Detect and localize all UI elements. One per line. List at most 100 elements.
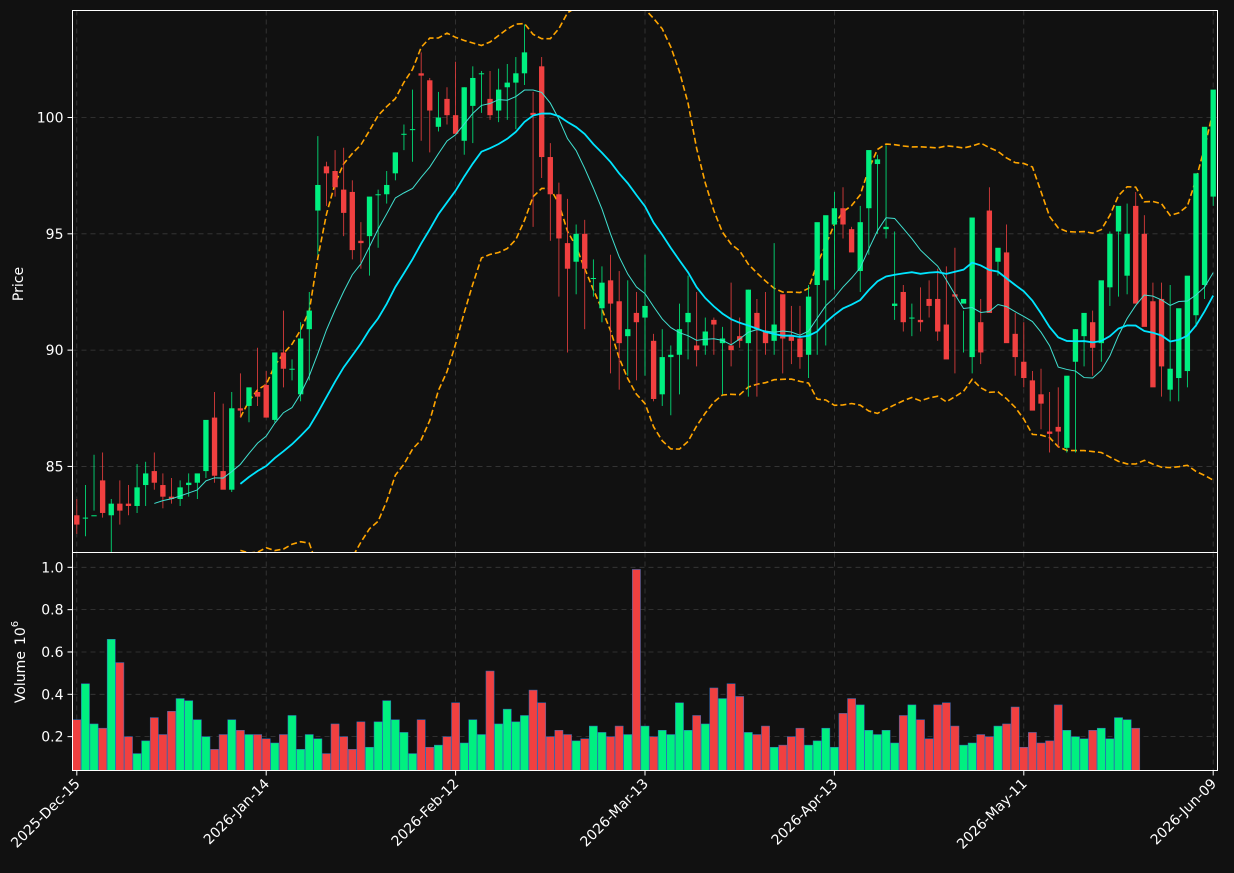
candle-body [1133, 205, 1139, 304]
candle-body [909, 317, 915, 319]
volume-bar [201, 736, 211, 771]
candle-body [866, 150, 872, 209]
candle-body [143, 473, 149, 486]
candle-body [358, 240, 364, 244]
volume-bar [1062, 730, 1072, 771]
candle-body [668, 354, 674, 358]
price-tick-label: 85 [46, 459, 64, 475]
candle-body [1055, 426, 1061, 432]
volume-bar [959, 744, 968, 771]
candle-body [384, 184, 390, 195]
volume-bar [244, 734, 254, 771]
volume-axis-label: Volume 106 [10, 621, 29, 703]
candle-body [186, 482, 192, 486]
candle-body [1038, 394, 1044, 404]
candle-body [762, 331, 769, 344]
volume-bar [985, 736, 994, 771]
volume-bar [821, 727, 831, 771]
volume-bar [253, 734, 262, 771]
candle-body [547, 157, 553, 195]
candle-body [409, 129, 416, 131]
candle-body [392, 152, 399, 174]
volume-bar [304, 734, 314, 771]
volume-bar [1096, 727, 1106, 771]
volume-bar [451, 702, 460, 771]
volume-bar [227, 719, 237, 771]
candle-body [487, 98, 493, 116]
candle-body [1141, 233, 1147, 327]
volume-bar [106, 639, 116, 771]
candle-body [315, 184, 321, 211]
volume-bar [898, 715, 908, 771]
candle-body [754, 312, 760, 330]
candle-body [823, 215, 829, 281]
candle-body [254, 391, 261, 397]
candle-body [1064, 375, 1070, 448]
volume-bar [279, 734, 288, 771]
candle-body [504, 82, 510, 88]
candle-body [814, 222, 820, 285]
volume-bar [640, 725, 650, 771]
price-tick-label: 95 [46, 227, 64, 243]
volume-bar [382, 700, 392, 771]
volume-bar [606, 736, 615, 771]
volume-bar [545, 736, 555, 771]
candle-body [745, 289, 751, 344]
candle-body [117, 503, 123, 511]
candle-body [375, 194, 381, 196]
volume-bar [1122, 719, 1132, 771]
volume-bar [184, 700, 194, 771]
candle-body [263, 385, 269, 418]
volume-bar [554, 730, 564, 771]
volume-bar [1105, 738, 1115, 771]
volume-bar [459, 742, 469, 771]
volume-bar [408, 753, 417, 771]
volume-bar [416, 719, 426, 771]
volume-bar [158, 734, 168, 771]
volume-bar [89, 723, 99, 771]
candle-body [521, 52, 528, 74]
candle-body [280, 352, 287, 369]
volume-bar [597, 732, 607, 771]
volume-bar [296, 749, 305, 771]
volume-bar [916, 719, 925, 771]
volume-bar [873, 734, 882, 771]
candle-body [788, 336, 795, 341]
candle-body [452, 115, 459, 134]
price-axis-label: Price [11, 267, 27, 301]
candle-body [685, 312, 691, 323]
candle-body [160, 485, 166, 497]
candle-body [108, 503, 114, 516]
volume-bar [700, 723, 710, 771]
candle-body [297, 338, 304, 395]
candle-body [229, 408, 235, 490]
candle-body [1210, 89, 1216, 197]
candle-body [1115, 205, 1122, 232]
candle-body [935, 298, 941, 332]
volume-bar [666, 734, 676, 771]
candle-body [478, 73, 485, 75]
candle-body [341, 189, 347, 213]
candle-body [978, 322, 984, 353]
volume-bar [322, 753, 331, 771]
candle-body [470, 77, 476, 106]
candle-body [676, 329, 683, 355]
candle-body [435, 117, 442, 127]
volume-bar [976, 734, 986, 771]
volume-bar [399, 732, 409, 771]
candle-body [556, 194, 562, 239]
upper-band-line [239, 10, 1214, 418]
candle-body [427, 80, 433, 111]
candle-body [1158, 298, 1165, 367]
candle-body [444, 98, 450, 116]
candle-body [926, 298, 932, 306]
volume-bar [1036, 742, 1046, 771]
volume-bar [442, 736, 452, 771]
candle-body [943, 324, 949, 360]
candle-body [616, 301, 622, 344]
candle-body [874, 159, 881, 165]
volume-tick-label: 0.4 [41, 687, 63, 703]
candle-body [848, 229, 855, 253]
candle-body [891, 303, 898, 306]
volume-bar [313, 738, 323, 771]
